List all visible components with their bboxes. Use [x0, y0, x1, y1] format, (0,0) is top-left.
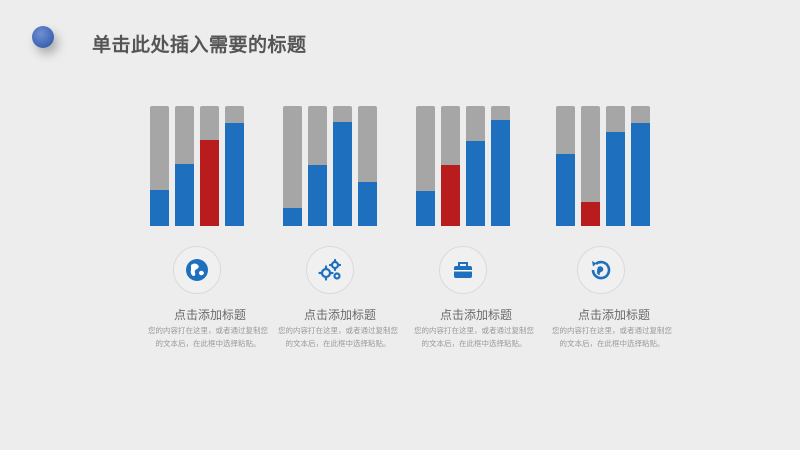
- bar-track: [606, 106, 625, 226]
- bar-fill: [225, 122, 244, 226]
- bar-fill: [581, 202, 600, 226]
- bar-fill: [308, 164, 327, 226]
- item-title[interactable]: 点击添加标题: [577, 308, 650, 322]
- item-title[interactable]: 点击添加标题: [173, 308, 246, 322]
- gears-icon[interactable]: [306, 246, 354, 294]
- info-column-2: 点击添加标题 您的内容打在这里，或者通过复制您的文本后，在此框中选择粘贴。: [278, 106, 413, 386]
- bar-track: [466, 106, 485, 226]
- bar-track: [358, 106, 377, 226]
- bar-track: [416, 106, 435, 226]
- page-title[interactable]: 单击此处插入需要的标题: [92, 34, 307, 56]
- bar-fill: [283, 208, 302, 226]
- bar-fill: [333, 121, 352, 226]
- item-title[interactable]: 点击添加标题: [439, 308, 512, 322]
- bar-track: [175, 106, 194, 226]
- bar-track: [631, 106, 650, 226]
- bar-fill: [466, 140, 485, 226]
- bar-fill: [491, 120, 510, 226]
- bar-fill: [606, 132, 625, 226]
- bar-fill: [175, 163, 194, 226]
- bar-chart-4: [556, 106, 686, 226]
- globe-icon[interactable]: [173, 246, 221, 294]
- bar-fill: [200, 139, 219, 226]
- bar-track: [150, 106, 169, 226]
- bar-fill: [358, 181, 377, 226]
- item-description[interactable]: 您的内容打在这里，或者通过复制您的文本后，在此框中选择粘贴。: [278, 326, 398, 348]
- bar-chart-1: [150, 106, 280, 226]
- bar-track: [200, 106, 219, 226]
- info-column-4: 点击添加标题 您的内容打在这里，或者通过复制您的文本后，在此框中选择粘贴。: [552, 106, 686, 386]
- info-column-1: 点击添加标题 您的内容打在这里，或者通过复制您的文本后，在此框中选择粘贴。: [148, 106, 280, 386]
- bar-track: [283, 106, 302, 226]
- bar-chart-2: [283, 106, 413, 226]
- bar-track: [441, 106, 460, 226]
- bar-fill: [556, 154, 575, 226]
- briefcase-icon[interactable]: [439, 246, 487, 294]
- bar-track: [581, 106, 600, 226]
- bar-track: [225, 106, 244, 226]
- item-description[interactable]: 您的内容打在这里，或者通过复制您的文本后，在此框中选择粘贴。: [552, 326, 672, 348]
- bar-track: [556, 106, 575, 226]
- item-title[interactable]: 点击添加标题: [303, 308, 376, 322]
- item-description[interactable]: 您的内容打在这里，或者通过复制您的文本后，在此框中选择粘贴。: [148, 326, 268, 348]
- bar-fill: [416, 191, 435, 226]
- bar-fill: [150, 190, 169, 226]
- bar-chart-3: [416, 106, 546, 226]
- bar-fill: [631, 122, 650, 226]
- title-bullet-dot: [32, 26, 54, 48]
- bar-track: [333, 106, 352, 226]
- item-description[interactable]: 您的内容打在这里，或者通过复制您的文本后，在此框中选择粘贴。: [414, 326, 534, 348]
- bar-fill: [441, 164, 460, 226]
- bar-track: [308, 106, 327, 226]
- info-column-3: 点击添加标题 您的内容打在这里，或者通过复制您的文本后，在此框中选择粘贴。: [414, 106, 546, 386]
- bar-track: [491, 106, 510, 226]
- refresh-globe-icon[interactable]: [577, 246, 625, 294]
